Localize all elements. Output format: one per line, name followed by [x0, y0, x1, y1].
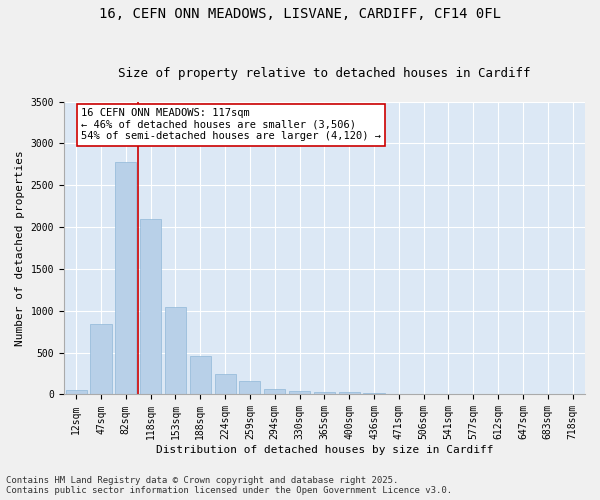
- Bar: [115, 162, 136, 394]
- Bar: [264, 390, 285, 394]
- Bar: [190, 356, 211, 395]
- Y-axis label: Number of detached properties: Number of detached properties: [15, 150, 25, 346]
- Bar: [314, 392, 335, 394]
- Bar: [239, 382, 260, 394]
- Bar: [165, 308, 186, 394]
- Bar: [338, 392, 360, 394]
- Bar: [215, 374, 236, 394]
- Text: 16 CEFN ONN MEADOWS: 117sqm
← 46% of detached houses are smaller (3,506)
54% of : 16 CEFN ONN MEADOWS: 117sqm ← 46% of det…: [81, 108, 381, 142]
- X-axis label: Distribution of detached houses by size in Cardiff: Distribution of detached houses by size …: [155, 445, 493, 455]
- Text: Contains HM Land Registry data © Crown copyright and database right 2025.
Contai: Contains HM Land Registry data © Crown c…: [6, 476, 452, 495]
- Bar: [289, 390, 310, 394]
- Bar: [91, 324, 112, 394]
- Bar: [364, 393, 385, 394]
- Text: 16, CEFN ONN MEADOWS, LISVANE, CARDIFF, CF14 0FL: 16, CEFN ONN MEADOWS, LISVANE, CARDIFF, …: [99, 8, 501, 22]
- Title: Size of property relative to detached houses in Cardiff: Size of property relative to detached ho…: [118, 66, 530, 80]
- Bar: [65, 390, 87, 394]
- Bar: [140, 218, 161, 394]
